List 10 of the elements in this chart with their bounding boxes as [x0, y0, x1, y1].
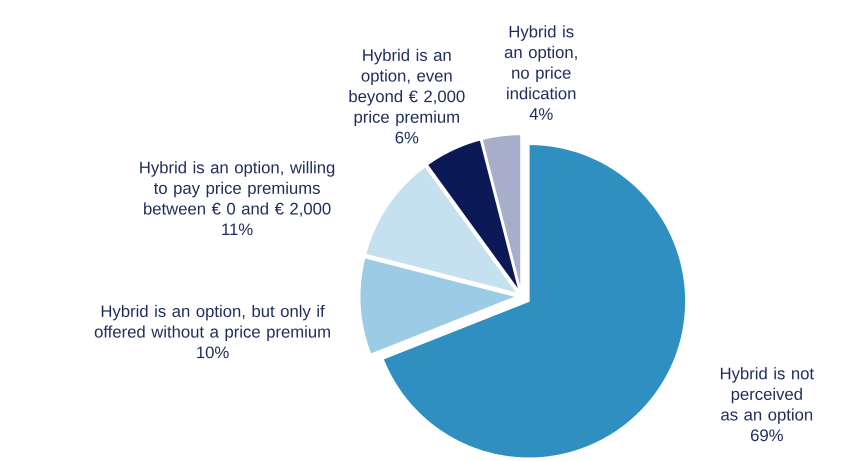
slice-label: Hybrid is an option, willing to pay price premiums between € 0 and € 2,000: [140, 161, 334, 217]
data-label: 10%: [197, 346, 229, 358]
data-label: 69%: [750, 429, 783, 442]
data-label: 11%: [222, 223, 253, 236]
slice-label: Hybrid is an option, no price indication: [504, 25, 577, 100]
slice-label: Hybrid is not perceived as an option: [720, 367, 814, 424]
slice-label: Hybrid is an option, but only if offered without a price premium: [94, 304, 330, 341]
data-label: 4%: [530, 108, 553, 120]
slice-label: Hybrid is an option, even beyond € 2,000 price premium: [349, 48, 465, 126]
data-label: 6%: [396, 132, 418, 144]
